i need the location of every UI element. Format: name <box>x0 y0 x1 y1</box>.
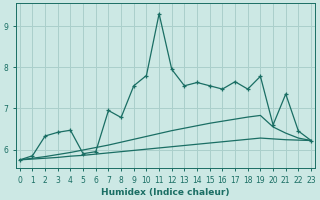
X-axis label: Humidex (Indice chaleur): Humidex (Indice chaleur) <box>101 188 230 197</box>
